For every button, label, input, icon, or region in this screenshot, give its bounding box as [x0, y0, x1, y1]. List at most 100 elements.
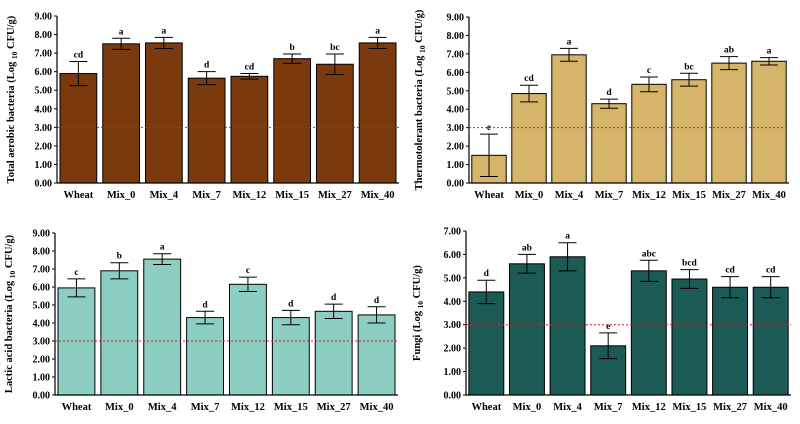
significance-letter: cd [725, 266, 735, 276]
significance-letter: d [202, 300, 208, 310]
y-axis-title: Total aerobic bacteria (Log 10 CFU/g) [6, 15, 19, 183]
y-tick-label: 5.00 [35, 86, 53, 97]
x-category-label: Mix_4 [150, 190, 179, 201]
bar-mix-40 [357, 314, 396, 396]
y-tick-label: 3.00 [35, 123, 53, 134]
bar-mix-7 [591, 103, 627, 184]
bar-mix-12 [631, 83, 667, 184]
bar-mix-12 [230, 75, 269, 184]
bar-mix-15 [671, 278, 708, 396]
bar-mix-0 [511, 93, 547, 184]
x-category-label: Mix_12 [232, 190, 266, 201]
x-category-label: Mix_4 [148, 402, 177, 413]
y-tick-label: 8.00 [35, 30, 53, 41]
y-tick-label: 2.00 [444, 344, 462, 355]
significance-letter: c [74, 268, 78, 278]
x-category-label: Mix_4 [555, 190, 584, 201]
y-axis-title: Lactic acid bacteria (Log 10 CFU/g) [4, 234, 17, 393]
y-tick-label: 1.00 [35, 160, 53, 171]
y-tick-label: 0.00 [35, 179, 53, 190]
x-category-label: Wheat [474, 190, 504, 201]
x-category-label: Mix_0 [515, 190, 544, 201]
y-tick-label: 2.00 [447, 142, 465, 153]
bar-mix-40 [752, 286, 789, 396]
significance-letter: a [767, 47, 772, 57]
bar-wheat [59, 73, 98, 184]
bar-mix-27 [314, 310, 353, 396]
y-tick-label: 8.00 [447, 31, 465, 42]
y-tick-label: 7.00 [35, 49, 53, 60]
bar-mix-15 [273, 58, 312, 184]
significance-letter: cd [245, 63, 255, 73]
y-tick-label: 2.00 [35, 141, 53, 152]
x-category-label: Mix_7 [595, 190, 624, 201]
lactic-acid-bacteria-chart: 0.00 1.00 2.00 3.00 4.00 5.00 6.00 7.00 8.00 9.00… [4, 229, 398, 413]
x-category-label: Mix_12 [632, 190, 666, 201]
bar-mix-27 [315, 63, 354, 184]
y-tick-label: 4.00 [33, 319, 51, 330]
significance-letter: d [204, 61, 210, 71]
y-tick-label: 2.00 [33, 355, 51, 366]
y-tick-label: 5.00 [447, 86, 465, 97]
y-tick-label: 1.00 [444, 367, 462, 378]
significance-letter: abc [642, 249, 656, 259]
y-tick-label: 8.00 [33, 247, 51, 258]
significance-letter: bc [330, 43, 340, 53]
significance-letter: c [647, 66, 651, 76]
bar-mix-15 [671, 79, 707, 184]
bar-mix-15 [271, 317, 310, 396]
significance-letter: cd [524, 74, 534, 84]
x-category-label: Mix_0 [107, 190, 136, 201]
y-axis-title: Fungi (Log 10 CFU/g) [412, 265, 425, 361]
x-category-label: Mix_27 [318, 190, 352, 201]
bar-mix-7 [186, 317, 224, 396]
bar-mix-0 [100, 270, 139, 396]
y-tick-label: 3.00 [33, 337, 51, 348]
x-category-label: Wheat [62, 402, 92, 413]
y-tick-label: 7.00 [444, 227, 462, 238]
x-category-label: Mix_15 [673, 402, 707, 413]
x-category-label: Mix_7 [191, 402, 220, 413]
x-category-label: Mix_40 [754, 402, 788, 413]
x-category-label: Wheat [471, 402, 501, 413]
significance-letter: d [606, 88, 612, 98]
significance-letter: d [374, 296, 380, 306]
y-tick-label: 0.00 [33, 391, 51, 402]
y-tick-label: 5.00 [444, 273, 462, 284]
y-tick-label: 9.00 [35, 12, 53, 23]
bar-mix-0 [102, 43, 141, 184]
y-tick-label: 9.00 [447, 13, 465, 24]
x-category-label: Mix_0 [513, 402, 542, 413]
thermotolerant-bacteria-chart: 0.00 1.00 2.00 3.00 4.00 5.00 6.00 7.00 8.00 9.00… [414, 9, 789, 201]
y-tick-label: 4.00 [35, 104, 53, 115]
significance-letter: b [117, 252, 122, 262]
y-tick-label: 5.00 [33, 301, 51, 312]
bar-wheat [468, 291, 505, 396]
significance-letter: e [606, 322, 610, 332]
x-category-label: Mix_27 [713, 402, 747, 413]
y-tick-label: 6.00 [444, 250, 462, 261]
x-category-label: Mix_40 [361, 190, 395, 201]
significance-letter: d [288, 299, 294, 309]
significance-letter: a [567, 37, 572, 47]
bar-mix-4 [551, 54, 587, 184]
y-tick-label: 3.00 [447, 123, 465, 134]
y-tick-label: 0.00 [444, 391, 462, 402]
significance-letter: a [162, 26, 167, 36]
y-tick-label: 7.00 [33, 265, 51, 276]
x-category-label: Wheat [64, 190, 94, 201]
y-axis-title: Thermotolerant bacteria (Log 10 CFU/g) [414, 9, 427, 190]
y-tick-label: 1.00 [33, 373, 51, 384]
y-tick-label: 0.00 [447, 179, 465, 190]
fungi-chart: 0.001.002.003.004.005.006.007.00dWheatab… [412, 227, 791, 413]
significance-letter: a [160, 243, 165, 253]
significance-letter: b [289, 43, 294, 53]
x-category-label: Mix_12 [632, 402, 666, 413]
bar-mix-12 [229, 283, 267, 396]
x-category-label: Mix_27 [317, 402, 351, 413]
significance-letter: d [484, 269, 490, 279]
x-category-label: Mix_15 [275, 190, 309, 201]
y-tick-label: 6.00 [447, 68, 465, 79]
significance-letter: cd [74, 50, 84, 60]
y-tick-label: 6.00 [35, 67, 53, 78]
